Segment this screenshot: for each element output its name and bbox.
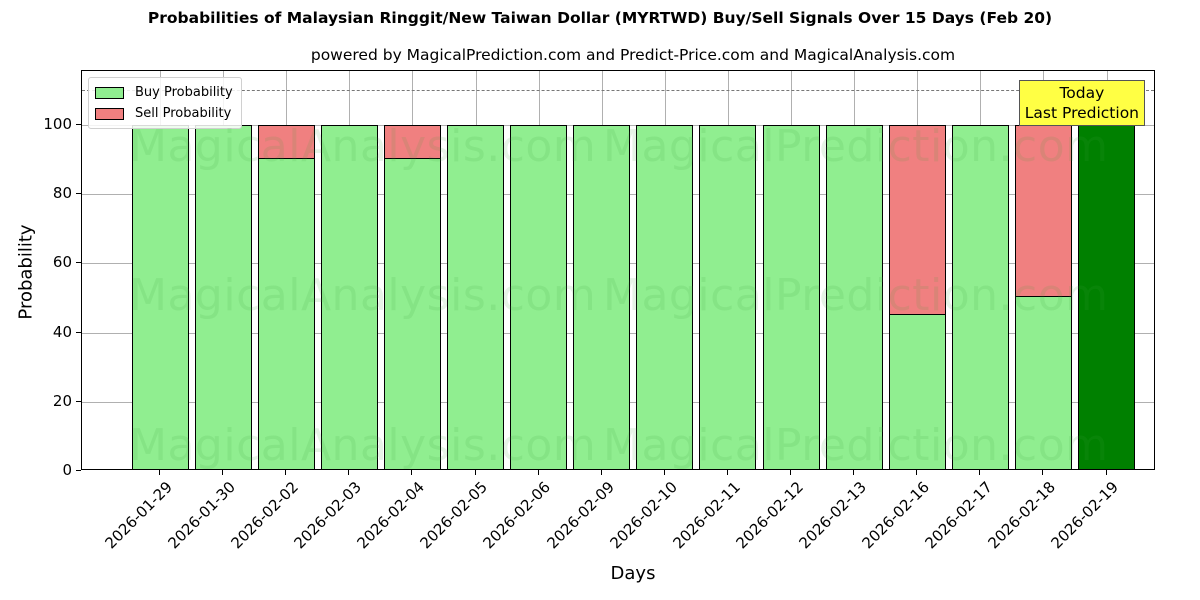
x-tick-mark xyxy=(474,470,476,475)
y-tick-label: 100 xyxy=(43,115,72,133)
x-tick-mark xyxy=(537,470,539,475)
y-tick-mark xyxy=(76,124,81,125)
y-tick-mark xyxy=(76,331,81,333)
y-tick-label: 20 xyxy=(52,391,72,410)
legend-item-buy: Buy Probability xyxy=(95,82,233,103)
chart-subtitle: powered by MagicalPrediction.com and Pre… xyxy=(310,46,956,64)
x-tick-mark xyxy=(1042,470,1044,475)
annotation-line-1: Today xyxy=(1059,84,1105,102)
bar-buy-2026-02-18 xyxy=(1014,295,1072,469)
bar-buy-2026-02-16 xyxy=(888,313,946,469)
x-tick-label: 2026-02-11 xyxy=(669,478,744,553)
x-tick-label: 2026-01-29 xyxy=(101,478,176,553)
bar-buy-2026-02-06 xyxy=(510,125,568,469)
y-tick-label: 40 xyxy=(52,322,72,341)
bar-buy-2026-02-10 xyxy=(636,125,694,469)
y-tick-mark xyxy=(76,470,81,471)
bar-sell-2026-02-16 xyxy=(888,125,946,315)
bar-buy-2026-01-29 xyxy=(131,125,189,469)
x-tick-mark xyxy=(285,470,287,475)
bar-buy-2026-02-05 xyxy=(447,125,504,469)
x-tick-label: 2026-02-09 xyxy=(543,478,618,553)
bar-buy-2026-02-02 xyxy=(257,157,315,469)
y-tick-label: 80 xyxy=(52,184,72,203)
annotation-line-2: Last Prediction xyxy=(1024,104,1139,122)
y-tick-label: 0 xyxy=(62,461,72,479)
x-tick-mark xyxy=(916,470,918,475)
x-tick-label: 2026-02-12 xyxy=(732,478,807,553)
bar-buy-2026-02-09 xyxy=(573,125,631,469)
bar-sell-2026-02-02 xyxy=(257,125,315,159)
x-tick-mark xyxy=(853,470,855,475)
x-tick-mark xyxy=(222,470,224,475)
legend-buy-label: Buy Probability xyxy=(135,85,233,100)
x-tick-mark xyxy=(411,470,413,475)
legend-sell-label: Sell Probability xyxy=(135,106,232,121)
x-tick-label: 2026-02-13 xyxy=(795,478,870,553)
y-tick-label: 60 xyxy=(52,253,72,272)
x-tick-label: 2026-02-03 xyxy=(290,478,366,553)
bar-buy-2026-02-03 xyxy=(320,125,378,469)
sell-swatch-icon xyxy=(95,107,124,120)
bar-sell-2026-02-04 xyxy=(383,125,441,159)
x-tick-label: 2026-02-05 xyxy=(416,478,492,553)
bar-buy-2026-02-17 xyxy=(951,125,1009,469)
x-tick-mark xyxy=(159,470,160,475)
x-tick-label: 2026-02-02 xyxy=(227,478,302,553)
x-tick-label: 2026-02-16 xyxy=(858,478,933,553)
y-tick-mark xyxy=(76,400,81,402)
x-tick-label: 2026-01-30 xyxy=(164,478,239,553)
bar-buy-2026-02-13 xyxy=(825,125,883,469)
y-axis-label: Probability xyxy=(15,224,37,320)
x-tick-mark xyxy=(979,470,981,475)
bar-sell-2026-02-18 xyxy=(1014,125,1072,297)
x-tick-label: 2026-02-19 xyxy=(1047,478,1123,553)
x-tick-mark xyxy=(726,470,728,475)
legend-item-sell: Sell Probability xyxy=(95,103,233,124)
x-tick-mark xyxy=(663,470,665,475)
y-tick-mark xyxy=(76,193,81,195)
x-tick-label: 2026-02-18 xyxy=(984,478,1060,553)
x-tick-label: 2026-02-04 xyxy=(353,478,429,553)
x-tick-mark xyxy=(348,470,350,475)
x-tick-mark xyxy=(1105,470,1107,475)
x-tick-label: 2026-02-17 xyxy=(921,478,997,553)
legend: Buy Probability Sell Probability xyxy=(88,77,242,129)
plot-area: Buy Probability Sell Probability Today L… xyxy=(81,70,1155,470)
x-axis-label: Days xyxy=(610,563,656,584)
buy-swatch-icon xyxy=(95,86,124,99)
bar-buy-2026-02-11 xyxy=(699,125,757,469)
y-tick-mark xyxy=(76,262,81,264)
x-tick-label: 2026-02-06 xyxy=(479,478,555,553)
bar-buy-2026-02-04 xyxy=(383,157,441,469)
bar-buy-2026-01-30 xyxy=(194,125,252,469)
bar-buy-2026-02-12 xyxy=(762,125,820,469)
x-tick-mark xyxy=(790,470,791,475)
reference-line-dashed xyxy=(82,90,1154,92)
x-tick-mark xyxy=(600,470,602,475)
bar-buy-2026-02-19 xyxy=(1078,125,1135,469)
chart-title: Probabilities of Malaysian Ringgit/New T… xyxy=(147,9,1053,27)
today-annotation: Today Last Prediction xyxy=(1018,80,1145,126)
